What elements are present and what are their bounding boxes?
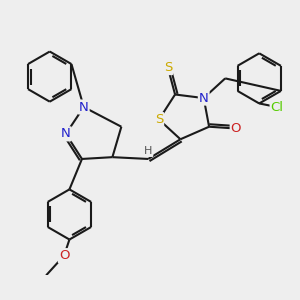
Text: N: N [79,100,88,113]
Text: O: O [231,122,241,135]
Text: N: N [199,92,208,105]
Text: Cl: Cl [271,100,284,113]
Text: S: S [155,113,163,126]
Text: S: S [164,61,172,74]
Text: O: O [59,249,69,262]
Text: H: H [144,146,152,156]
Text: N: N [61,128,71,140]
